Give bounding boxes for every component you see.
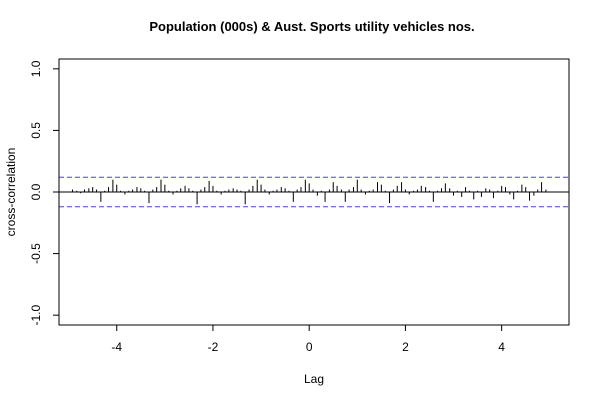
- x-tick-label: 0: [306, 340, 313, 354]
- y-tick-label: -1.0: [29, 304, 43, 325]
- x-tick-label: -4: [111, 340, 122, 354]
- y-axis-label: cross-correlation: [4, 148, 18, 237]
- y-tick-label: 0.0: [29, 183, 43, 200]
- y-tick-label: -0.5: [29, 243, 43, 264]
- y-tick-label: 0.5: [29, 122, 43, 139]
- x-axis-label: Lag: [304, 372, 324, 386]
- x-tick-label: 2: [402, 340, 409, 354]
- y-axis: -1.0 -0.5 0.0 0.5 1.0: [29, 60, 60, 325]
- x-tick-label: -2: [208, 340, 219, 354]
- x-axis: -4 -2 0 2 4: [111, 324, 505, 354]
- x-tick-label: 4: [498, 340, 505, 354]
- y-tick-label: 1.0: [29, 60, 43, 77]
- chart-title: Population (000s) & Aust. Sports utility…: [149, 19, 474, 34]
